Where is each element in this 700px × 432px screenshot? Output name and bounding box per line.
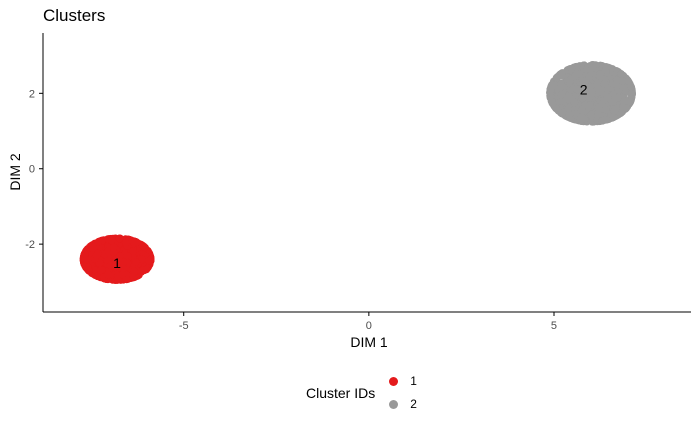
data-point-cluster-2 — [593, 80, 601, 89]
data-point-cluster-1 — [107, 236, 116, 245]
data-point-cluster-2 — [585, 93, 593, 102]
data-point-cluster-2 — [613, 76, 621, 85]
data-point-cluster-1 — [84, 266, 92, 274]
data-point-cluster-1 — [119, 258, 128, 266]
data-point-cluster-1 — [142, 265, 151, 274]
data-point-cluster-2 — [610, 107, 619, 115]
data-point-cluster-2 — [617, 70, 625, 78]
data-point-cluster-2 — [604, 93, 612, 102]
data-point-cluster-2 — [549, 81, 558, 90]
legend-items: 1 2 — [389, 374, 417, 411]
legend-dot-1 — [389, 376, 399, 386]
data-point-cluster-2 — [600, 80, 609, 88]
data-point-cluster-2 — [572, 85, 581, 93]
x-tick-label: 0 — [366, 320, 372, 332]
y-tick-label: 0 — [29, 164, 35, 176]
data-point-cluster-1 — [94, 238, 103, 246]
data-point-cluster-1 — [132, 258, 140, 266]
data-point-cluster-1 — [110, 263, 119, 272]
x-tick-label: -5 — [179, 320, 189, 332]
legend-item-1: 1 — [389, 374, 417, 388]
data-points — [79, 61, 636, 284]
legend-item-2: 2 — [389, 397, 417, 411]
data-point-cluster-2 — [602, 63, 610, 71]
data-point-cluster-1 — [109, 248, 118, 257]
data-point-cluster-1 — [145, 257, 153, 265]
data-point-cluster-2 — [549, 100, 557, 108]
data-point-cluster-2 — [576, 70, 584, 78]
legend-label-2: 2 — [410, 397, 417, 411]
data-point-cluster-2 — [566, 76, 574, 85]
y-axis-label: DIM 2 — [7, 153, 23, 191]
data-point-cluster-1 — [118, 270, 127, 279]
data-point-cluster-2 — [598, 99, 606, 108]
x-tick-label: 5 — [551, 320, 557, 332]
data-point-cluster-2 — [602, 106, 610, 114]
data-point-cluster-1 — [92, 251, 101, 260]
data-point-cluster-1 — [129, 247, 137, 255]
data-point-cluster-1 — [80, 249, 89, 258]
cluster-label-1: 1 — [113, 255, 121, 271]
axis-ticks: -5 0 5 -2 0 2 — [25, 88, 557, 332]
chart-title: Clusters — [43, 6, 106, 25]
data-point-cluster-2 — [565, 111, 573, 119]
data-point-cluster-1 — [95, 259, 104, 267]
x-axis-label: DIM 1 — [350, 334, 388, 350]
cluster-labels: 12 — [113, 82, 588, 271]
data-point-cluster-2 — [627, 83, 635, 92]
data-point-cluster-2 — [616, 109, 625, 118]
data-point-cluster-2 — [587, 110, 595, 119]
data-point-cluster-2 — [555, 85, 564, 93]
legend-label-1: 1 — [410, 374, 417, 388]
data-point-cluster-2 — [578, 94, 586, 103]
data-point-cluster-1 — [138, 255, 146, 263]
data-point-cluster-2 — [597, 86, 606, 94]
data-point-cluster-2 — [626, 97, 635, 106]
data-point-cluster-1 — [130, 238, 138, 247]
data-point-cluster-1 — [130, 267, 138, 276]
y-tick-label: -2 — [25, 239, 35, 251]
data-point-cluster-2 — [586, 101, 594, 109]
data-point-cluster-2 — [558, 71, 566, 80]
data-point-cluster-1 — [104, 270, 112, 279]
legend-dot-2 — [389, 399, 399, 409]
data-point-cluster-2 — [588, 64, 597, 72]
data-point-cluster-2 — [577, 113, 585, 121]
data-point-cluster-1 — [97, 266, 105, 275]
data-point-cluster-1 — [122, 239, 130, 247]
data-point-cluster-2 — [581, 77, 589, 85]
data-point-cluster-2 — [559, 108, 568, 117]
data-point-cluster-1 — [115, 234, 124, 243]
data-point-cluster-2 — [557, 91, 565, 99]
data-point-cluster-2 — [596, 70, 605, 78]
data-point-cluster-2 — [618, 76, 627, 85]
data-point-cluster-2 — [593, 110, 601, 119]
data-point-cluster-2 — [619, 97, 628, 106]
data-point-cluster-2 — [570, 98, 579, 107]
legend-title: Cluster IDs — [306, 384, 376, 401]
data-point-cluster-2 — [598, 117, 606, 125]
data-point-cluster-2 — [578, 105, 586, 114]
data-point-cluster-2 — [567, 64, 576, 73]
legend: Cluster IDs 1 2 — [306, 374, 417, 411]
data-point-cluster-1 — [138, 241, 147, 250]
cluster-label-2: 2 — [580, 82, 588, 98]
data-point-cluster-1 — [119, 264, 127, 272]
data-point-cluster-1 — [88, 244, 97, 252]
data-point-cluster-1 — [93, 272, 102, 281]
y-tick-label: 2 — [29, 88, 35, 100]
data-point-cluster-2 — [624, 77, 632, 85]
